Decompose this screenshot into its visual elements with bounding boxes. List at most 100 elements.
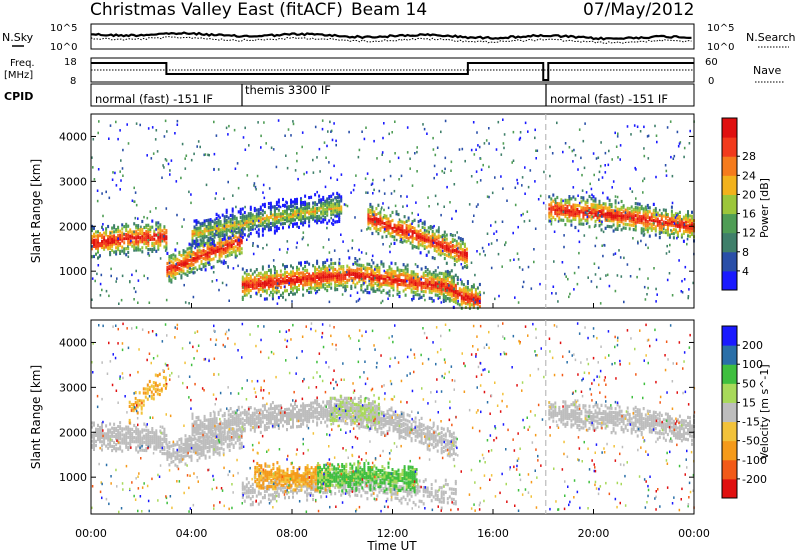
power-cell (201, 221, 204, 225)
power-cell (424, 265, 427, 270)
power-cell (479, 293, 482, 297)
power-cell (423, 226, 426, 230)
power-cell (279, 285, 282, 289)
power-cell (648, 210, 651, 214)
velocity-cell (163, 452, 166, 456)
power-cell (247, 224, 250, 228)
power-cell (243, 217, 246, 221)
power-cell (196, 255, 199, 259)
power-cell (488, 142, 490, 145)
power-cell (394, 120, 396, 123)
power-cell (129, 234, 132, 238)
noise-left-tick-top: 10^5 (50, 23, 77, 34)
velocity-cell (195, 422, 198, 426)
power-cell (165, 241, 168, 245)
power-cell (406, 151, 409, 154)
power-cell (456, 294, 459, 298)
power-cell (111, 234, 114, 238)
power-cell (570, 219, 573, 223)
power-cell (340, 209, 343, 213)
power-cell (253, 184, 255, 187)
power-cell (422, 275, 425, 279)
power-cell (367, 216, 370, 220)
power-cell (399, 229, 402, 233)
power-cell (228, 241, 231, 245)
power-cell (382, 264, 385, 268)
power-cell (338, 262, 341, 265)
power-cell (462, 287, 465, 291)
power-cell (336, 277, 339, 281)
power-cell (286, 279, 288, 283)
power-cell (626, 125, 629, 128)
power-cell (308, 218, 311, 222)
power-cell (326, 209, 329, 213)
power-cell (330, 266, 333, 270)
power-cell (406, 285, 409, 289)
power-cell (604, 171, 607, 174)
power-cell (392, 284, 395, 288)
power-cell (308, 276, 311, 280)
power-cell (166, 251, 169, 255)
power-cell (369, 221, 372, 225)
power-cell (618, 213, 621, 217)
power-cell (148, 254, 151, 257)
power-cell (610, 217, 613, 221)
power-cell (159, 229, 162, 233)
power-cell (366, 228, 368, 231)
velocity-cell (119, 425, 122, 429)
power-cell (332, 210, 335, 214)
power-cell (363, 137, 366, 141)
power-cell (249, 217, 252, 221)
power-cell (220, 246, 223, 250)
power-cell (422, 123, 424, 126)
power-cell (304, 218, 307, 222)
velocity-cell (107, 434, 110, 438)
power-cell (239, 232, 242, 236)
power-cell (689, 214, 691, 218)
power-cell (436, 146, 439, 149)
power-cell (459, 247, 462, 251)
power-cell (265, 218, 268, 222)
power-cell (198, 248, 201, 252)
power-cell (157, 243, 160, 247)
power-cell (417, 230, 420, 234)
power-cell (379, 228, 382, 232)
power-cell (227, 216, 230, 220)
power-cell (169, 173, 171, 176)
power-cell (384, 279, 387, 283)
power-cell (543, 170, 545, 174)
velocity-cell (192, 450, 195, 454)
power-cell (284, 134, 286, 137)
power-cell (644, 205, 647, 209)
power-cell (457, 256, 460, 260)
power-cell (141, 230, 144, 234)
power-cell (410, 274, 413, 278)
velocity-cell (159, 441, 162, 445)
power-cell (622, 222, 625, 226)
velocity-cell (188, 437, 191, 441)
power-cell (658, 227, 661, 232)
power-cell (294, 292, 296, 296)
power-cell (427, 232, 430, 236)
power-cell (682, 231, 685, 235)
velocity-cell (197, 427, 200, 432)
power-cell (342, 277, 345, 281)
power-cell (216, 259, 219, 264)
power-cell (296, 201, 298, 206)
power-cell (140, 225, 142, 229)
velocity-cell (105, 444, 108, 448)
power-cell (424, 286, 427, 290)
power-cell (654, 227, 657, 231)
power-cell (684, 265, 687, 269)
power-cell (472, 293, 475, 297)
power-cell (202, 248, 205, 252)
power-cell (431, 239, 434, 244)
power-cell (601, 220, 603, 224)
power-cell (207, 218, 210, 222)
power-cell (366, 266, 369, 270)
power-cell (604, 206, 607, 210)
power-cell (287, 128, 290, 131)
power-cell (340, 173, 343, 176)
power-cell (521, 184, 523, 187)
power-cell (652, 227, 655, 231)
